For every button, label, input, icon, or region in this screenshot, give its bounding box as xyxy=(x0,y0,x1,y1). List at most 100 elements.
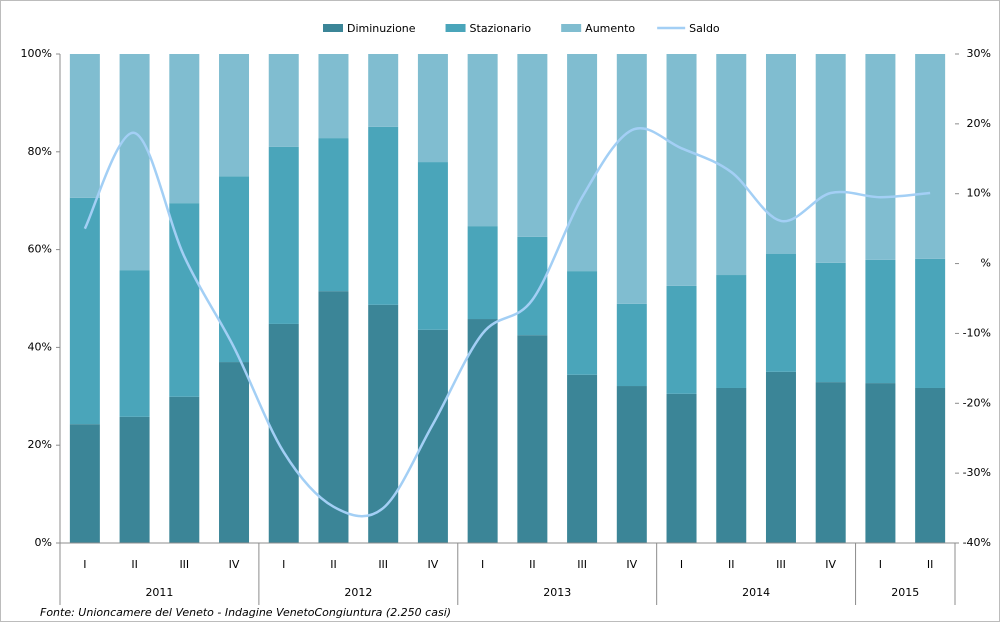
legend-swatch xyxy=(561,24,582,32)
bar-segment xyxy=(865,383,896,543)
bar-segment xyxy=(616,303,647,387)
x-tick-label: II xyxy=(728,558,735,571)
bar-segment xyxy=(467,54,498,227)
bar-segment xyxy=(517,236,548,336)
bar-segment xyxy=(467,226,498,320)
x-tick-label: I xyxy=(282,558,285,571)
bar-segment xyxy=(417,329,448,543)
bar-segment xyxy=(169,396,200,543)
bar-segment xyxy=(915,387,946,543)
bar-segment xyxy=(815,54,846,263)
bar-segment xyxy=(69,424,100,543)
bar-segment xyxy=(318,54,349,139)
y2-tick-label: -30% xyxy=(963,466,991,479)
bar-segment xyxy=(169,54,200,204)
y2-tick-label: -10% xyxy=(963,326,991,339)
bar-segment xyxy=(517,54,548,237)
y-tick-label: 40% xyxy=(28,340,52,353)
y-tick-label: 100% xyxy=(21,47,52,60)
x-tick-label: I xyxy=(680,558,683,571)
y-tick-label: 80% xyxy=(28,145,52,158)
x-tick-label: IV xyxy=(626,558,637,571)
x-tick-label: II xyxy=(131,558,138,571)
bar-segment xyxy=(567,271,598,375)
bar-segment xyxy=(815,382,846,543)
x-group-label: 2013 xyxy=(543,586,571,599)
bar-segment xyxy=(417,162,448,330)
bar-segment xyxy=(666,54,697,286)
legend-label: Diminuzione xyxy=(347,22,416,35)
bar-segment xyxy=(119,270,150,417)
source-note: Fonte: Unioncamere del Veneto - Indagine… xyxy=(40,606,451,619)
bar-segment xyxy=(368,126,399,305)
x-tick-label: IV xyxy=(428,558,439,571)
bar-segment xyxy=(368,304,399,543)
x-tick-label: I xyxy=(481,558,484,571)
x-tick-label: III xyxy=(577,558,587,571)
bar-segment xyxy=(169,203,200,397)
x-group-label: 2014 xyxy=(742,586,770,599)
saldo-line xyxy=(83,127,931,518)
y-tick-label: 20% xyxy=(28,438,52,451)
bar-segment xyxy=(219,362,250,543)
y-tick-label: 60% xyxy=(28,243,52,256)
bar-segment xyxy=(219,176,250,363)
bar-segment xyxy=(716,275,747,388)
y2-tick-label: 20% xyxy=(967,117,991,130)
bar-segment xyxy=(765,54,796,255)
bar-segment xyxy=(815,262,846,383)
bar-segment xyxy=(268,146,299,324)
bar-segment xyxy=(219,54,250,177)
bar-segment xyxy=(666,285,697,394)
bar-segment xyxy=(467,319,498,543)
bar-segment xyxy=(616,386,647,543)
legend-label: Stazionario xyxy=(470,22,532,35)
bar-segment xyxy=(567,54,598,272)
y2-tick-label: % xyxy=(981,257,991,270)
y2-tick-label: -40% xyxy=(963,536,991,549)
y2-tick-label: 30% xyxy=(967,47,991,60)
bar-segment xyxy=(119,416,150,543)
bar-segment xyxy=(865,54,896,260)
bar-segment xyxy=(616,54,647,304)
bar-segment xyxy=(765,254,796,372)
x-tick-label: IV xyxy=(229,558,240,571)
x-group-label: 2015 xyxy=(891,586,919,599)
bar-segment xyxy=(915,54,946,259)
legend-swatch xyxy=(323,24,343,32)
bar-segment xyxy=(417,54,448,163)
x-tick-label: II xyxy=(927,558,934,571)
x-tick-label: I xyxy=(879,558,882,571)
x-tick-label: III xyxy=(179,558,189,571)
legend-label: Aumento xyxy=(585,22,635,35)
bar-segment xyxy=(915,258,946,388)
y-tick-label: 0% xyxy=(35,536,52,549)
x-tick-label: III xyxy=(776,558,786,571)
bar-segment xyxy=(716,387,747,543)
bar-segment xyxy=(666,393,697,543)
y2-tick-label: 10% xyxy=(967,187,991,200)
legend-swatch xyxy=(445,24,466,32)
bar-segment xyxy=(517,335,548,543)
x-tick-label: IV xyxy=(825,558,836,571)
x-tick-label: II xyxy=(529,558,536,571)
bar-segment xyxy=(318,291,349,543)
bar-segment xyxy=(119,54,150,271)
y2-tick-label: -20% xyxy=(963,396,991,409)
bar-segment xyxy=(368,54,399,127)
bar-segment xyxy=(69,54,100,198)
bar-segment xyxy=(865,259,896,384)
x-group-label: 2011 xyxy=(145,586,173,599)
x-tick-label: II xyxy=(330,558,337,571)
bar-segment xyxy=(567,374,598,543)
bar-segment xyxy=(318,138,349,292)
x-tick-label: I xyxy=(83,558,86,571)
x-tick-label: III xyxy=(378,558,388,571)
legend-label: Saldo xyxy=(689,22,720,35)
x-group-label: 2012 xyxy=(344,586,372,599)
bar-segment xyxy=(69,197,100,425)
bar-segment xyxy=(765,371,796,543)
bar-segment xyxy=(268,54,299,147)
